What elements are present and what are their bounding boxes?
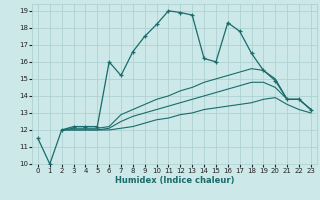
X-axis label: Humidex (Indice chaleur): Humidex (Indice chaleur) — [115, 176, 234, 185]
